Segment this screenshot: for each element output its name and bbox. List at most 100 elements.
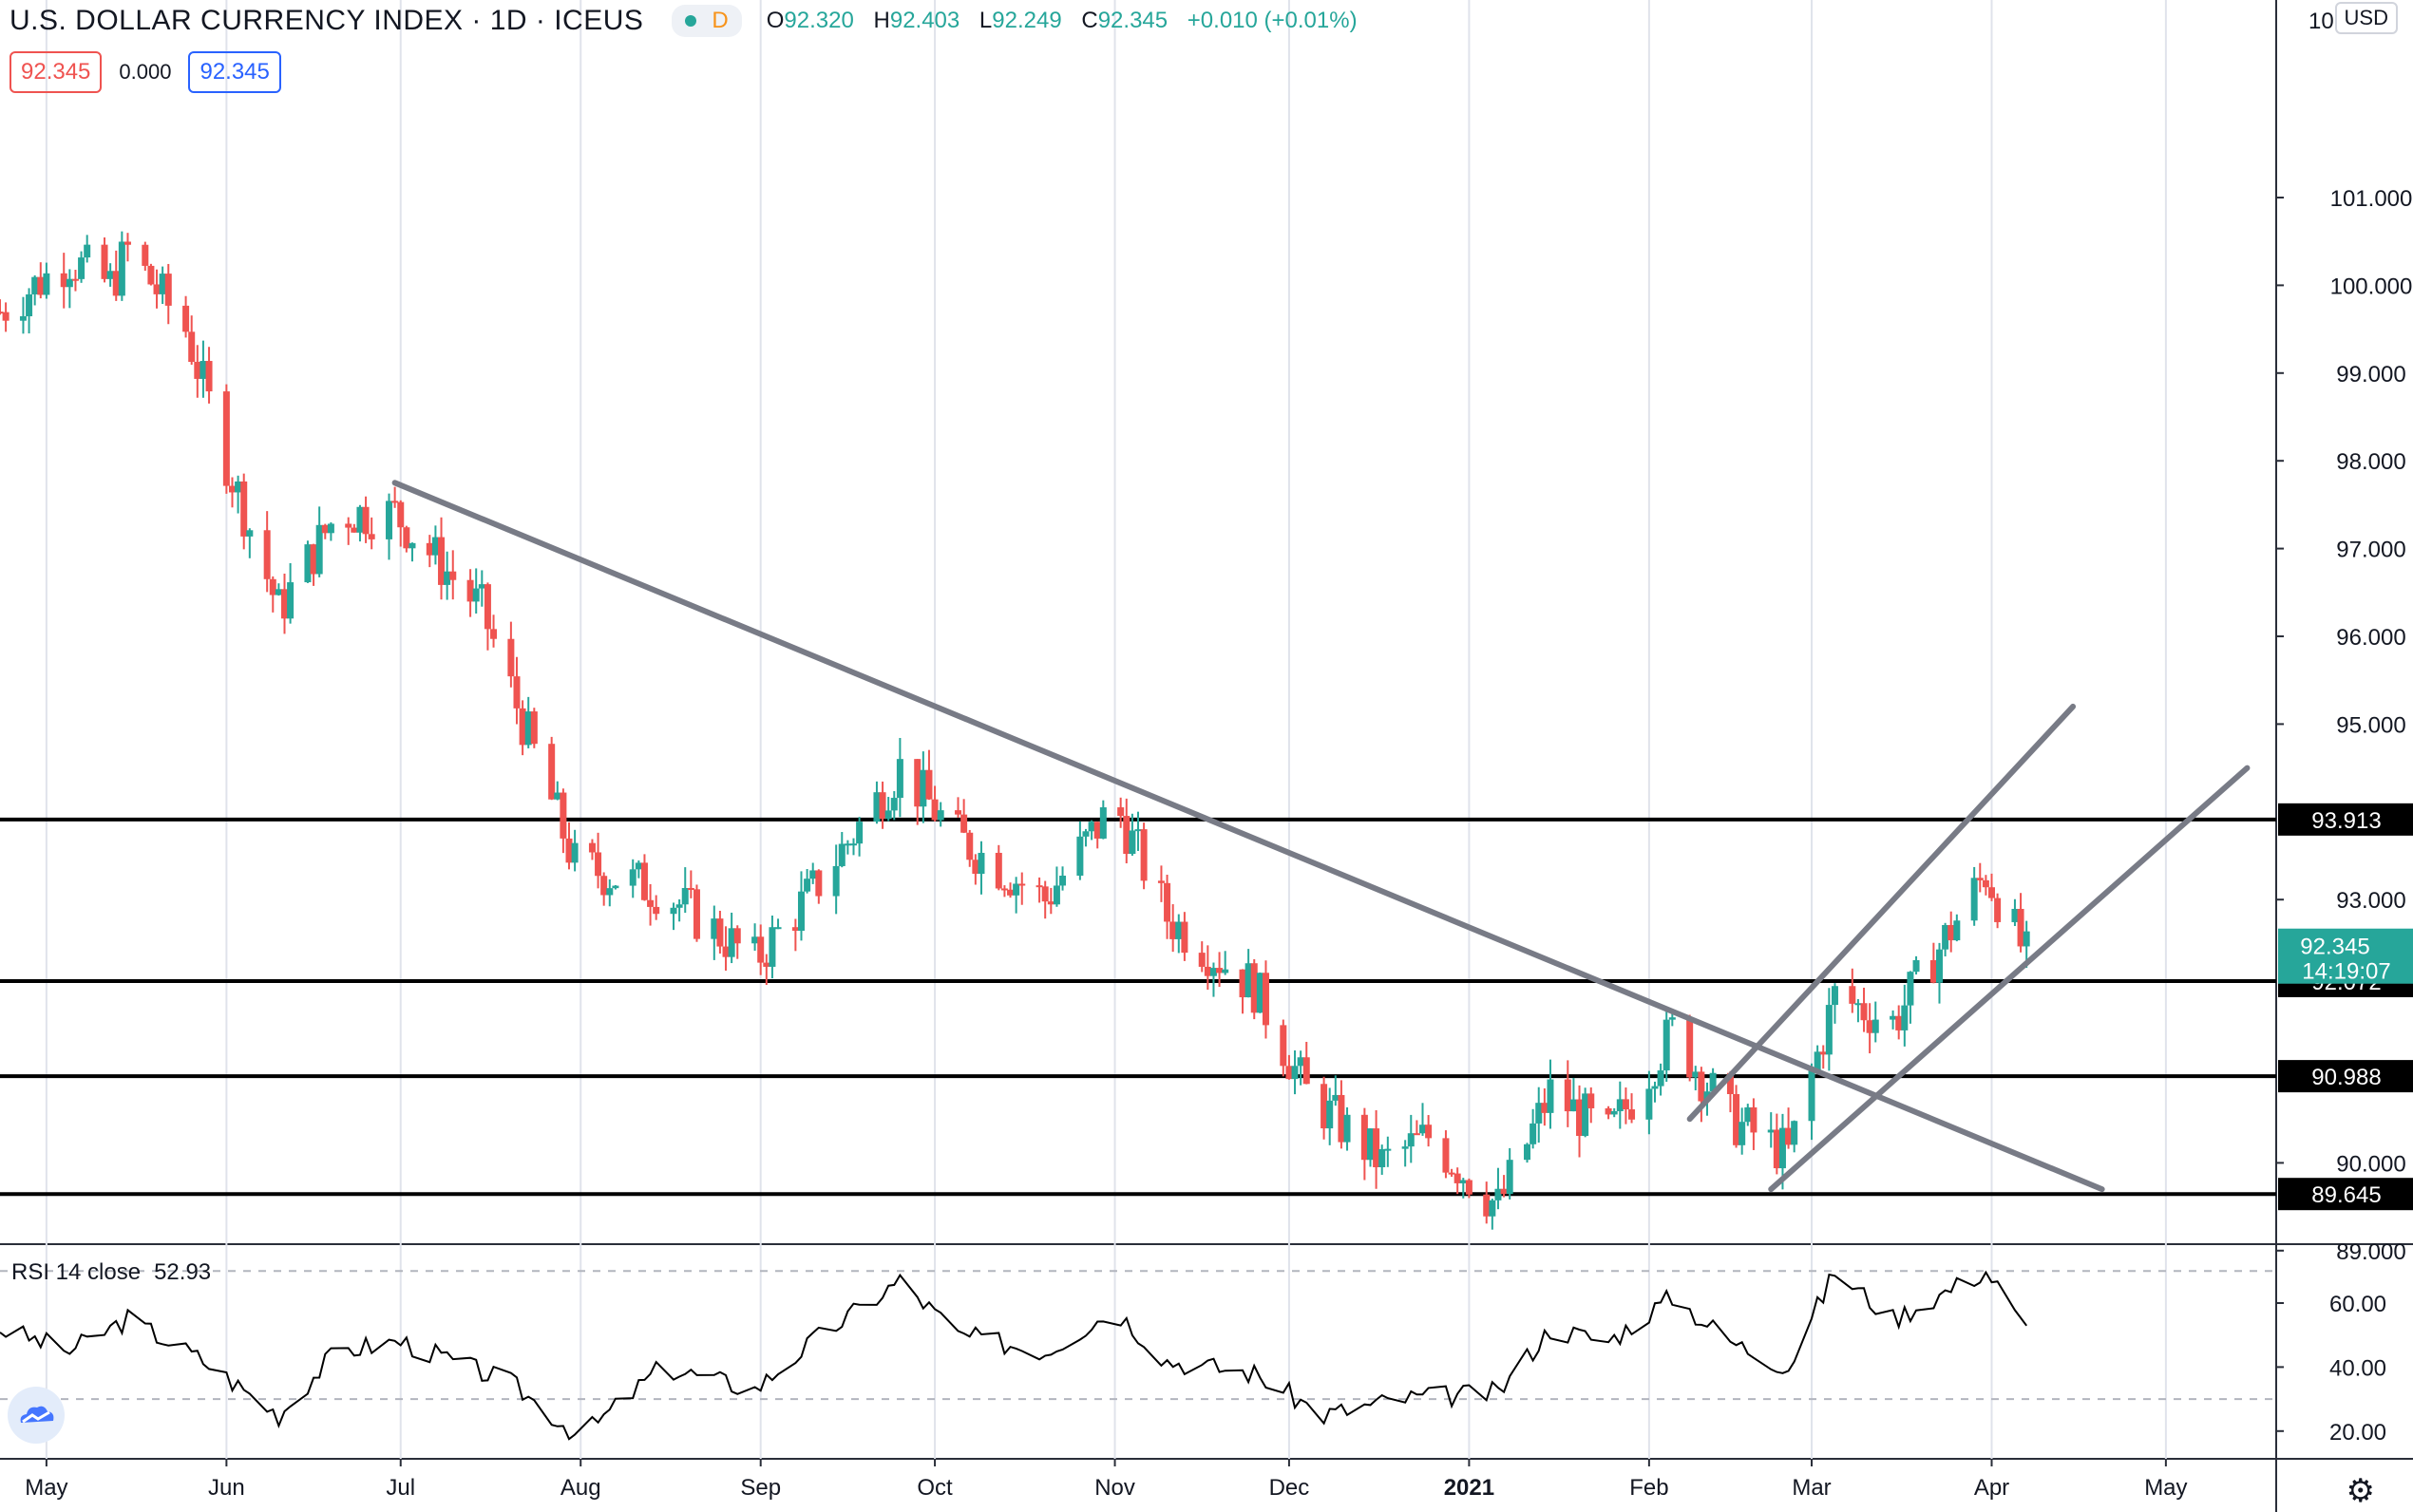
ohlc-change-value: +0.010 (+0.01%) [1187,8,1358,33]
level-price-tag [2278,1178,2413,1211]
candle-up [1013,883,1020,896]
candle-down [1198,953,1206,967]
interval-pill[interactable]: D [672,5,742,37]
candle-up [884,810,892,820]
candle-up [2011,908,2019,922]
candle-down [438,537,446,585]
candle-up [1524,1143,1531,1161]
candle-up [84,244,91,258]
candle-up [769,927,776,967]
trendline[interactable] [1768,765,2251,1193]
candle-up [873,792,881,822]
gear-icon[interactable]: ⚙ [2346,1473,2375,1509]
candle-down [1169,921,1177,939]
candle-down [1454,1173,1461,1183]
candle-up [1791,1121,1798,1145]
candle-up [1076,836,1084,876]
candle-down [1622,1099,1629,1110]
level-price-label: 90.988 [2311,1065,2381,1090]
candle-down [345,523,352,528]
candle-down [1895,1015,1903,1030]
candle-down [1018,883,1026,886]
candle-up [670,907,677,915]
candle-down [1164,882,1171,922]
candle-up [1291,1066,1299,1080]
candle-down [391,501,399,503]
candle-up [1569,1099,1577,1112]
candle-down [879,792,886,820]
candle-down [2017,908,2024,947]
candle-up [444,571,451,585]
candle-down [1047,901,1054,905]
time-axis-label: Apr [1974,1475,2009,1501]
candle-down [112,271,120,296]
candle-up [1890,1015,1897,1020]
candle-down [914,759,922,807]
buy-box[interactable]: 92.345 [188,51,281,93]
candle-down [124,241,131,245]
candle-down [1483,1194,1491,1217]
tradingview-logo-icon[interactable] [8,1387,65,1444]
price-axis-label: 98.000 [2336,449,2405,475]
candle-up [1582,1093,1589,1136]
candle-up [1222,969,1229,973]
candle-up [675,904,683,908]
candle-down [101,244,108,279]
candle-up [1082,831,1090,837]
ohlc-high-value: 92.403 [889,8,960,33]
level-price-tag [2278,1060,2413,1093]
candle-down [925,769,933,800]
candle-down [1929,959,1937,983]
candle-up [1942,925,1949,950]
candle-down [1988,887,1995,898]
candle-up [315,524,323,575]
candle-down [1285,1066,1293,1080]
trade-boxes: 92.345 0.000 92.345 [10,51,281,93]
candle-down [60,273,67,288]
candle-up [937,810,944,821]
candle-down [351,527,358,533]
candle-up [1901,1005,1909,1030]
level-price-tag [2278,803,2413,836]
candle-up [1744,1106,1752,1123]
last-price-label: 92.345 [2300,935,2369,960]
candle-down [1262,973,1269,1026]
candle-down [966,832,974,860]
candle-up [1175,921,1183,939]
candle-down [1733,1094,1740,1145]
candle-down [815,870,823,897]
candle-up [327,523,334,534]
candle-up [1907,972,1914,1006]
candle-down [0,312,4,314]
time-axis-label: Aug [560,1475,601,1501]
price-axis-label: 90.000 [2336,1151,2405,1177]
candle-up [1378,1148,1386,1167]
trendline[interactable] [391,480,2105,1193]
time-axis-label: May [25,1475,67,1501]
candle-up [1662,1019,1670,1071]
currency-button[interactable]: USD [2334,2,2398,34]
trendline[interactable] [1686,703,2077,1123]
price-scale-area[interactable] [2276,0,2413,1512]
candle-down [182,305,190,332]
rsi-legend[interactable]: RSI 14 close 52.93 [11,1259,211,1286]
candle-up [850,843,857,846]
candle-down [263,530,271,579]
bar-countdown-label: 14:19:07 [2302,959,2390,985]
price-axis-label: 99.000 [2336,362,2405,387]
candle-up [1692,1071,1700,1078]
candle-up [304,544,312,583]
candle-up [1134,829,1142,832]
candle-down [647,899,655,907]
candle-up [629,869,636,886]
candle-up [1088,822,1095,832]
sell-box[interactable]: 92.345 [10,51,103,93]
candle-up [1738,1122,1746,1145]
ohlc-low-key: L [978,8,993,33]
candle-down [560,792,567,839]
symbol-title[interactable]: U.S. DOLLAR CURRENCY INDEX · 1D · ICEUS [10,5,644,36]
candle-up [1854,1003,1862,1006]
candle-up [635,862,642,870]
candle-down [1181,921,1188,954]
